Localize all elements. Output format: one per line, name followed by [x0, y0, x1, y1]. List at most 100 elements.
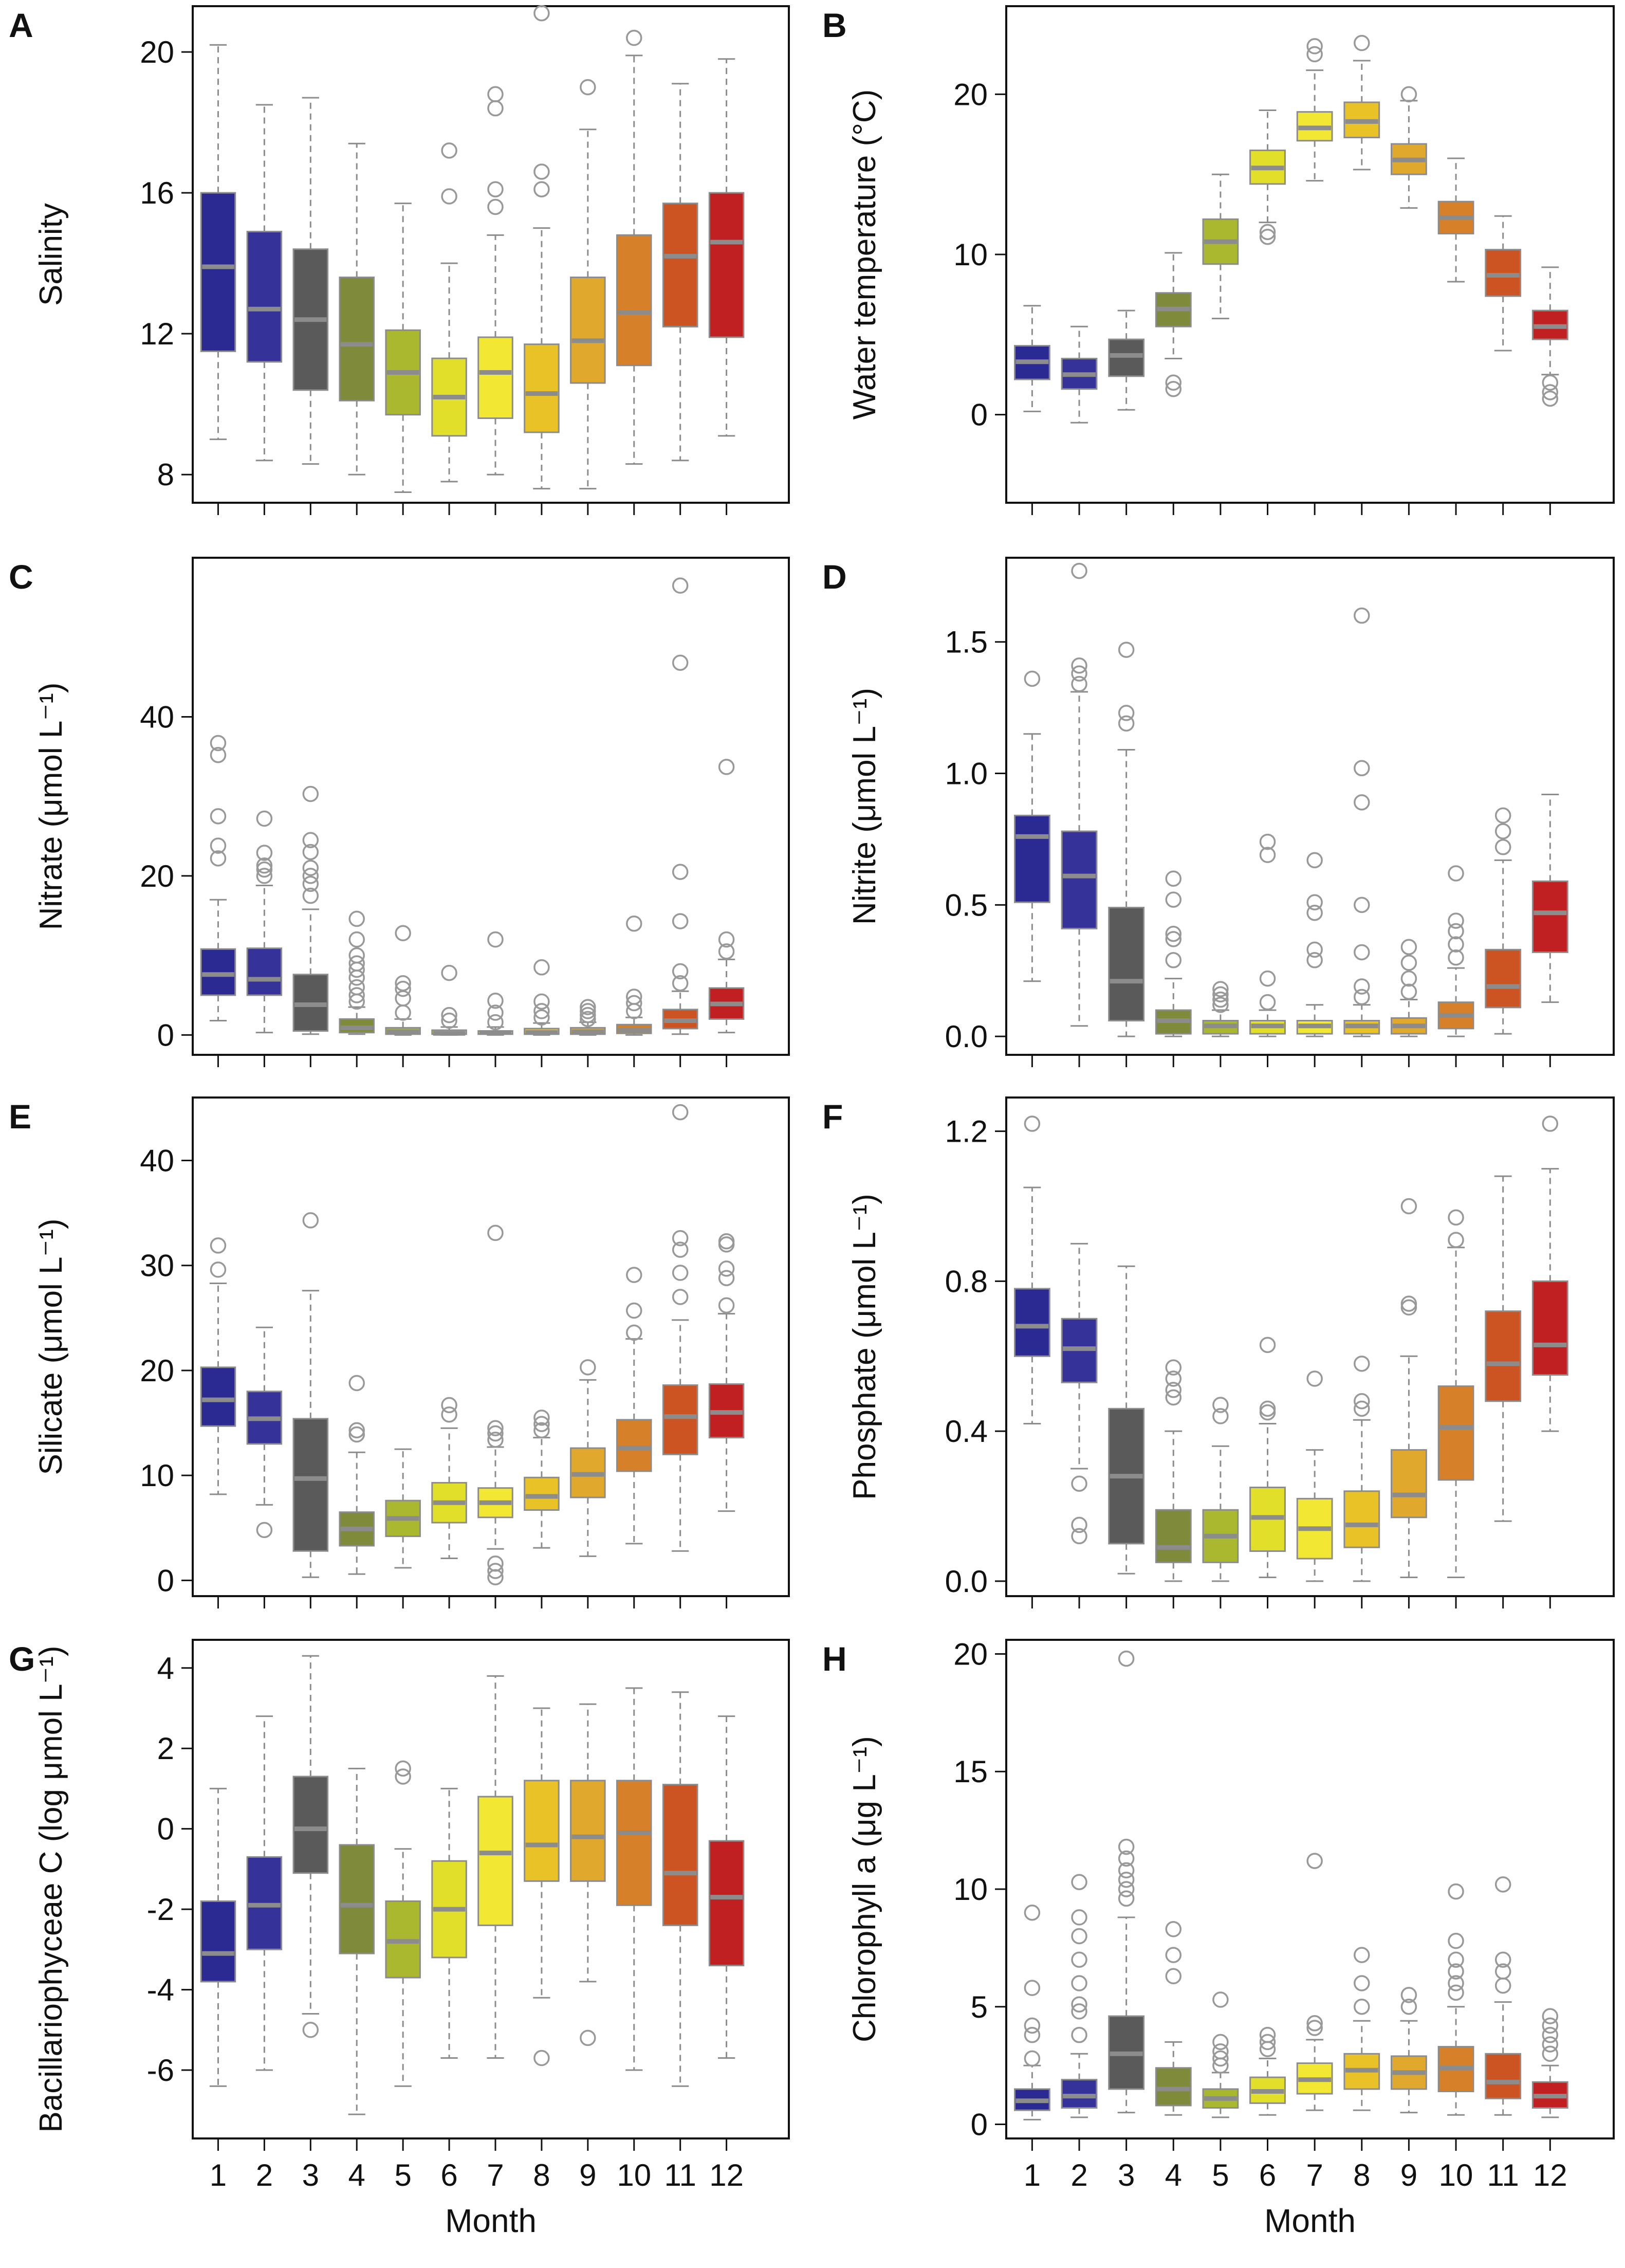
panel-label: B: [822, 6, 847, 44]
outlier-point: [672, 975, 689, 992]
box-month-1: [1013, 670, 1050, 982]
x-tick-label: 7: [1306, 2158, 1323, 2192]
outlier-point: [1259, 1404, 1276, 1421]
y-tick-label: -4: [147, 1973, 174, 2007]
outlier-point: [348, 1422, 365, 1439]
box-month-10: [616, 915, 652, 1036]
box-month-2: [246, 1326, 283, 1539]
x-axis-label: Month: [1264, 2202, 1356, 2239]
outlier-point: [1259, 2026, 1276, 2043]
y-tick-label: 0: [157, 1812, 174, 1846]
outlier-point: [1259, 2034, 1276, 2051]
outlier-point: [348, 979, 365, 996]
panel-label: C: [9, 558, 33, 596]
outlier-point: [1448, 1932, 1464, 1949]
outlier-point: [441, 1007, 457, 1023]
outlier-point: [1306, 904, 1323, 921]
y-axis-label: Nitrate (μmol L⁻¹): [33, 683, 69, 930]
outlier-point: [1071, 1996, 1087, 2013]
outlier-point: [718, 931, 735, 948]
outlier-point: [1259, 833, 1276, 850]
x-tick-label: 1: [1024, 2158, 1041, 2192]
box-body: [1108, 338, 1145, 377]
box-month-11: [1485, 1175, 1522, 1522]
box-body: [477, 336, 513, 419]
outlier-point: [1306, 38, 1323, 54]
box-month-5: [385, 1760, 421, 2087]
box-month-12: [1531, 1115, 1568, 1432]
box-month-3: [1108, 642, 1145, 1037]
outlier-point: [1306, 2015, 1323, 2032]
x-tick-label: 4: [1165, 2158, 1182, 2192]
box-month-7: [477, 1224, 513, 1585]
outlier-point: [1354, 1947, 1370, 1963]
outlier-point: [1071, 1975, 1087, 1991]
outlier-point: [1448, 949, 1464, 966]
outlier-point: [1024, 2026, 1041, 2043]
outlier-point: [302, 785, 319, 802]
x-tick-label: 12: [1533, 2158, 1567, 2192]
box-month-9: [570, 1703, 606, 2046]
x-tick-label: 8: [533, 2158, 550, 2192]
box-body: [1343, 1490, 1380, 1548]
box-month-5: [1202, 1991, 1239, 2118]
outlier-point: [487, 1431, 504, 1448]
box-body: [339, 277, 375, 401]
outlier-point: [1448, 1984, 1464, 2001]
panel-label: D: [822, 558, 847, 596]
outlier-point: [1118, 1838, 1135, 1855]
panel-e: E 0 10 20 30 40 Silicate (μmol L⁻¹): [9, 1096, 790, 1608]
y-tick-label: 1.5: [945, 625, 988, 660]
box-month-10: [1437, 157, 1474, 283]
x-tick-label: 5: [1212, 2158, 1229, 2192]
outlier-point: [348, 987, 365, 1003]
outlier-point: [1165, 925, 1182, 942]
outlier-point: [1259, 847, 1276, 863]
outlier-point: [1306, 46, 1323, 63]
box-month-3: [292, 97, 329, 465]
outlier-point: [1354, 607, 1370, 624]
y-tick-label: 0: [157, 1563, 174, 1598]
outlier-point: [256, 868, 273, 884]
outlier-point: [1212, 981, 1229, 997]
x-tick-label: 4: [348, 2158, 365, 2192]
outlier-point: [718, 1233, 735, 1250]
box-body: [1391, 1449, 1427, 1519]
outlier-point: [1354, 1400, 1370, 1417]
y-axis-label: Chlorophyll a (μg L⁻¹): [847, 1736, 882, 2042]
outlier-point: [441, 964, 457, 981]
box-month-6: [431, 1787, 467, 2059]
outlier-point: [1354, 794, 1370, 811]
outlier-point: [1071, 1909, 1087, 1926]
outlier-point: [1212, 2043, 1229, 2060]
outlier-point: [256, 810, 273, 827]
panel-a: A 8 12 16 20 Salinity: [9, 5, 790, 515]
outlier-point: [1306, 1853, 1323, 1869]
outlier-point: [672, 913, 689, 929]
outlier-point: [1354, 1975, 1370, 1991]
box-body: [1531, 880, 1568, 953]
outlier-point: [1306, 2020, 1323, 2036]
outlier-point: [1542, 2017, 1559, 2034]
box-month-8: [524, 959, 560, 1036]
outlier-point: [1118, 1650, 1135, 1667]
outlier-point: [1071, 1475, 1087, 1492]
box-body: [1485, 249, 1522, 297]
outlier-point: [1354, 944, 1370, 961]
box-month-5: [385, 925, 421, 1036]
y-tick-label: 15: [953, 1754, 988, 1789]
outlier-point: [395, 1768, 411, 1785]
outlier-point: [1354, 897, 1370, 913]
outlier-point: [1400, 1299, 1417, 1316]
outlier-point: [1542, 384, 1559, 400]
outlier-point: [1165, 381, 1182, 397]
box-month-1: [200, 1787, 236, 2087]
outlier-point: [533, 1003, 550, 1019]
outlier-point: [1494, 807, 1511, 824]
box-month-4: [339, 1375, 375, 1575]
outlier-point: [718, 1297, 735, 1314]
outlier-point: [1354, 34, 1370, 51]
outlier-point: [487, 100, 504, 117]
outlier-point: [210, 1237, 227, 1254]
outlier-point: [302, 2022, 319, 2038]
